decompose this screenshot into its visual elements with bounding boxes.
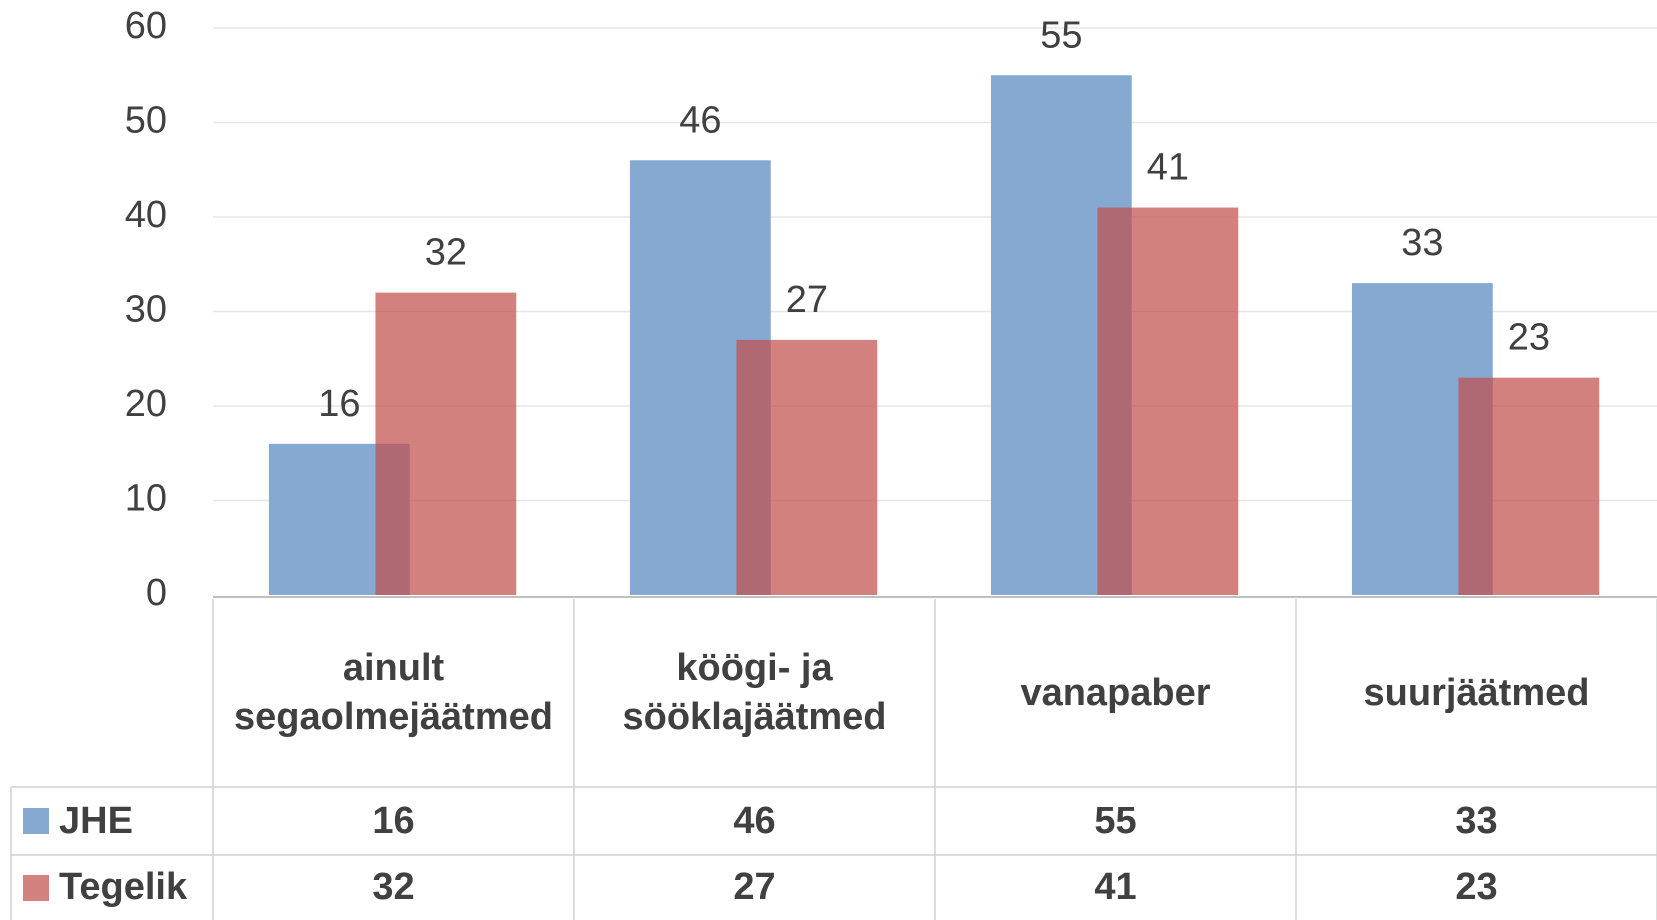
data-label: 55 <box>1040 14 1082 56</box>
legend-entry: Tegelik <box>11 855 213 920</box>
y-tick-label: 40 <box>125 194 167 236</box>
table-value: 55 <box>1094 799 1137 842</box>
legend-entry: JHE <box>11 787 213 855</box>
legend-label: Tegelik <box>59 866 188 909</box>
x-tick-label: köögi- ja sööklajäätmed <box>622 647 887 738</box>
y-tick-label: 50 <box>125 100 167 142</box>
y-tick-label: 20 <box>125 383 167 425</box>
table-value: 32 <box>372 866 415 909</box>
data-label: 16 <box>318 383 360 425</box>
bar <box>1458 377 1600 595</box>
data-label: 46 <box>679 99 721 141</box>
table-value: 23 <box>1455 866 1498 909</box>
x-tick-label: ainult segaolmejäätmed <box>234 647 553 738</box>
y-tick-label: 10 <box>125 478 167 520</box>
bar <box>736 339 878 595</box>
bar <box>1097 207 1239 596</box>
table-value: 33 <box>1455 799 1498 842</box>
y-tick-label: 0 <box>146 572 167 614</box>
table-value: 16 <box>372 799 415 842</box>
data-label: 27 <box>786 279 828 321</box>
y-tick-label: 60 <box>125 5 167 47</box>
y-tick-label: 30 <box>125 289 167 331</box>
x-tick-label: vanapaber <box>1020 671 1211 714</box>
table-value: 46 <box>733 799 776 842</box>
bar <box>375 292 517 595</box>
x-tick-label: suurjäätmed <box>1363 671 1590 714</box>
table-value: 41 <box>1094 866 1137 909</box>
legend-label: JHE <box>59 799 133 842</box>
data-label: 41 <box>1147 147 1189 189</box>
table-value: 27 <box>733 866 776 909</box>
legend-swatch <box>23 874 49 901</box>
data-label: 32 <box>425 232 467 274</box>
legend-swatch <box>23 808 49 834</box>
data-label: 23 <box>1508 317 1550 359</box>
data-label: 33 <box>1401 222 1443 264</box>
